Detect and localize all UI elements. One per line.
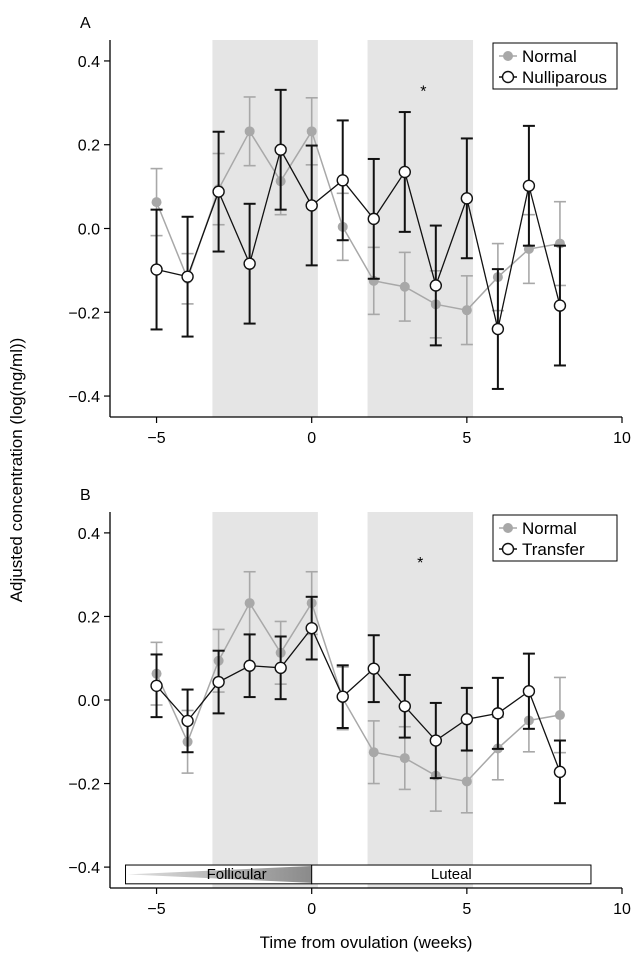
y-tick-label: 0.0 [78,693,100,710]
y-tick-label: −0.2 [68,777,100,794]
data-point [212,675,225,689]
luteal-label: Luteal [431,866,472,883]
data-point [461,305,472,316]
data-point [243,257,256,270]
y-tick-label: 0.0 [78,222,100,239]
data-point [305,199,318,212]
data-point [522,179,536,192]
data-point [554,710,565,721]
legend-swatch-marker [501,542,515,556]
data-point [553,299,567,312]
data-point [212,185,225,198]
legend-box [492,42,618,90]
y-tick-label: 0.2 [78,609,100,626]
x-tick-label: 0 [307,430,316,447]
x-tick-label: 10 [613,901,631,918]
legend-entry: Transfer [522,540,585,559]
shaded-region-2 [367,512,474,888]
data-point [274,143,287,156]
follicular-label: Follicular [207,866,267,883]
shaded-region-1 [212,512,318,888]
series-nulliparous [150,88,567,390]
series-line [155,129,561,311]
x-tick-label: 0 [307,901,316,918]
data-point [491,322,505,336]
x-tick-label: 5 [462,430,471,447]
data-point [461,776,472,787]
y-tick-label: 0.4 [78,526,100,543]
data-point [150,679,163,692]
follicular-wedge [127,866,312,883]
data-point [336,174,349,187]
data-point [491,707,505,720]
data-point [429,279,443,292]
legend-entry: Normal [522,47,577,66]
data-point [151,197,162,208]
y-tick-label: −0.4 [68,389,100,406]
panel-label: A [80,15,91,32]
data-point [368,747,379,758]
y-tick-label: −0.2 [68,305,100,322]
data-point [522,685,536,698]
shaded-region-1 [212,40,318,417]
x-tick-label: −5 [147,430,165,447]
data-point [399,753,410,764]
series-line [156,148,561,330]
legend-entry: Normal [522,519,577,538]
y-axis-label: Adjusted concentration (log(ng/ml)) [7,338,26,603]
panel-label: B [80,487,91,504]
y-tick-label: 0.4 [78,54,100,71]
data-point [367,662,380,675]
legend-entry: Nulliparous [522,68,607,87]
data-point [429,734,443,747]
data-point [181,270,194,283]
legend-swatch-marker [501,70,515,84]
x-tick-label: −5 [147,901,165,918]
series-transfer [150,595,567,805]
significance-marker: * [417,555,423,572]
y-tick-label: 0.2 [78,138,100,155]
x-axis-label: Time from ovulation (weeks) [260,933,473,952]
legend-box [492,514,618,562]
significance-marker: * [420,83,426,100]
y-tick-label: −0.4 [68,860,100,877]
legend-swatch-marker [503,51,513,61]
panel-a: −0.4 −0.2 0.0 0.2 0.4 −5 0 5 10 A * Normal Nulliparo… [68,15,631,447]
x-tick-label: 5 [462,901,471,918]
data-point [398,165,411,179]
data-point [398,700,411,713]
data-point [553,765,567,779]
data-point [460,713,474,726]
data-point [244,598,255,609]
data-point [399,281,410,292]
legend-swatch-marker [503,523,513,533]
data-point [306,126,317,137]
data-point [150,263,163,276]
data-point [181,714,194,728]
data-point [367,212,380,226]
x-tick-label: 10 [613,430,631,447]
data-point [243,659,256,672]
data-point [244,126,255,137]
data-point [274,661,287,675]
data-point [305,621,318,635]
luteal-box [311,864,592,885]
data-point [336,690,349,703]
panel-b: −0.4 −0.2 0.0 0.2 0.4 −5 0 5 10 B Follicular Luteal… [68,487,631,918]
data-point [460,192,474,205]
